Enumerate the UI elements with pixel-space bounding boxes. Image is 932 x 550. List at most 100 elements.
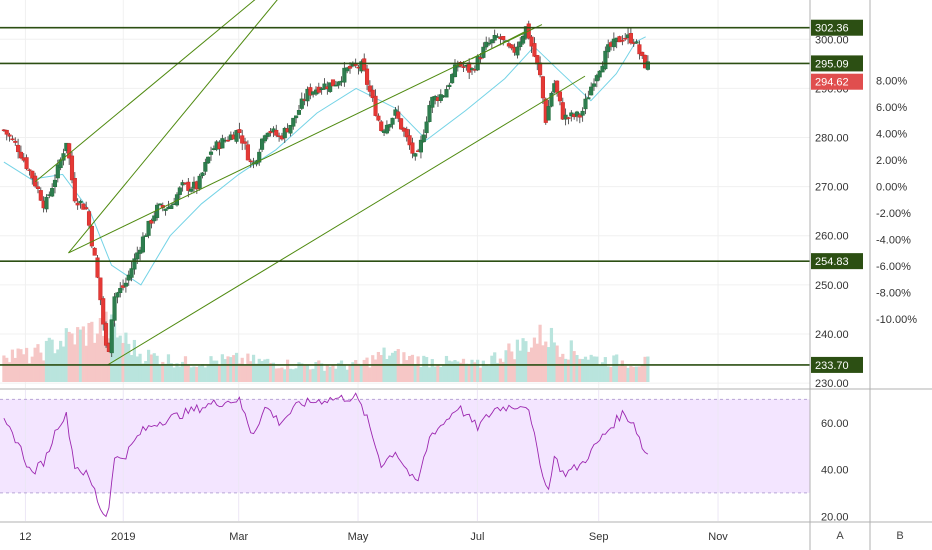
volume-bar <box>152 353 156 382</box>
candlesticks <box>1 20 650 358</box>
volume-bar <box>634 366 639 382</box>
trend-line <box>107 75 586 366</box>
volume-bar <box>70 333 74 382</box>
price-tick-label: 250.00 <box>815 280 849 292</box>
volume-bar <box>59 340 63 382</box>
volume-bar <box>249 361 253 382</box>
price-tick-label: 300.00 <box>815 34 849 46</box>
candle-body <box>634 41 639 44</box>
volume-bar <box>73 344 77 382</box>
candle-body <box>69 155 75 181</box>
candle-body <box>98 277 103 301</box>
time-tick-label: 12 <box>19 531 31 543</box>
volume-bar <box>484 364 488 382</box>
volume-bar <box>76 327 80 382</box>
volume-bar <box>566 359 571 382</box>
percent-tick-label: -6.00% <box>876 261 911 273</box>
volume-bar <box>402 352 406 382</box>
volume-bar <box>640 365 644 382</box>
time-axis[interactable]: 12 2019 Mar May Jul Sep Nov <box>19 531 728 543</box>
scale-b-button[interactable]: B <box>896 530 904 542</box>
volume-bar <box>345 369 349 382</box>
candle-body <box>257 151 262 163</box>
volume-bar <box>410 354 415 382</box>
volume-bar <box>13 357 17 382</box>
volume-bar <box>47 337 51 382</box>
candle-body <box>58 159 63 168</box>
rsi-tick-label: 40.00 <box>821 465 849 477</box>
price-tags: 302.36 295.09 254.83 233.70 294.62 <box>811 19 863 373</box>
volume-bar <box>215 360 219 382</box>
candle-body <box>296 110 302 115</box>
volume-bar <box>555 345 559 382</box>
volume-bar <box>229 357 233 382</box>
volume-bar <box>283 369 287 382</box>
volume-bar <box>379 355 383 382</box>
volume-bar <box>56 349 60 382</box>
percent-tick-label: -2.00% <box>876 208 911 220</box>
candle-body <box>640 51 645 57</box>
volume-bar <box>359 364 363 382</box>
volume-bar <box>36 344 40 382</box>
volume-bar <box>342 365 346 382</box>
volume-bar <box>186 365 190 382</box>
volume-bar <box>172 367 176 382</box>
candle-body <box>557 91 563 102</box>
volume-bar <box>288 368 293 382</box>
candle-body <box>155 204 160 218</box>
percent-axis[interactable]: 8.00% 6.00% 4.00% 2.00% 0.00% -2.00% -4.00% -6.… <box>876 76 917 327</box>
candle-body <box>484 41 489 48</box>
candle-body <box>4 129 9 135</box>
volume-bar <box>461 358 466 382</box>
volume-bar <box>155 355 159 382</box>
volume-bar <box>178 366 182 382</box>
volume-bar <box>376 351 380 382</box>
trend-line <box>34 0 256 183</box>
volume-bar <box>487 365 491 382</box>
scale-a-button[interactable]: A <box>836 530 844 542</box>
volume-bar <box>581 358 585 382</box>
candle-body <box>115 292 120 298</box>
percent-tick-label: 2.00% <box>876 155 907 167</box>
candle-body <box>529 36 534 47</box>
candle-body <box>577 114 582 118</box>
volume-bar <box>161 361 165 382</box>
rsi-tick-label: 60.00 <box>821 418 849 430</box>
candle-body <box>118 288 123 293</box>
volume-bar <box>10 349 15 382</box>
volume-bar <box>183 356 188 382</box>
volume-bar <box>50 339 54 382</box>
candle-body <box>364 68 370 85</box>
candle-body <box>288 124 293 134</box>
volume-bar <box>81 326 85 382</box>
candle-body <box>152 215 157 222</box>
candle-body <box>81 203 86 210</box>
volume-bar <box>291 369 295 382</box>
candle-body <box>421 134 426 143</box>
volume-bar <box>243 364 247 382</box>
volume-bar <box>189 367 193 382</box>
percent-tick-label: 8.00% <box>876 76 907 88</box>
trend-line <box>471 31 525 60</box>
candle-body <box>347 65 353 69</box>
volume-bar <box>365 357 369 382</box>
volume-bar <box>646 356 650 382</box>
volume-bar <box>603 357 607 382</box>
candle-body <box>501 36 506 40</box>
candle-body <box>620 40 625 42</box>
candle-body <box>376 115 381 121</box>
candle-body <box>560 102 565 120</box>
candle-body <box>424 121 429 134</box>
volume-bar <box>407 355 412 382</box>
volume-bar <box>515 339 520 382</box>
rsi-axis[interactable]: 60.00 40.00 20.00 <box>821 418 849 524</box>
candle-body <box>574 111 580 117</box>
last-price-tag <box>811 73 863 90</box>
volume-bar <box>368 367 372 382</box>
volume-bar <box>84 345 88 382</box>
volume-bar <box>2 355 6 382</box>
level-tag-label: 254.83 <box>815 256 849 268</box>
candle-body <box>628 33 633 44</box>
volume-bar <box>399 363 403 382</box>
